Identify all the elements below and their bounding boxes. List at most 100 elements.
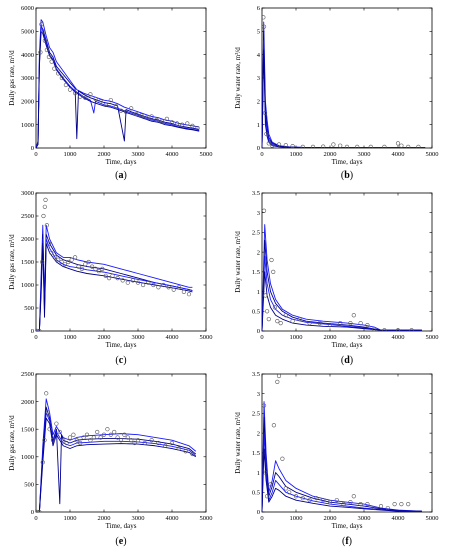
observed-data-point [67, 87, 73, 92]
observed-data-point [44, 47, 49, 53]
observed-data-point [46, 241, 52, 246]
x-tick-label: 2000 [324, 151, 337, 158]
observed-data-point [66, 259, 71, 265]
observed-data-point [378, 503, 384, 509]
observed-data-point [365, 322, 370, 328]
observed-data-point [37, 509, 42, 512]
y-tick-label: 1 [257, 470, 260, 477]
panel-e-gas-rate-chart: 0 1000 2000 3000 4000 5000 0 500 1000 1500 2000 250… [8, 371, 213, 547]
observed-data-point [395, 328, 401, 331]
observed-data-point [44, 223, 49, 228]
observed-data-point [98, 99, 103, 104]
observed-data-point [297, 317, 302, 322]
observed-data-point [262, 208, 267, 213]
observed-data-point [365, 502, 370, 507]
observed-data-point [180, 122, 185, 127]
observed-data-point [163, 443, 168, 448]
y-axis-label: Daily gas rate, m³/d [8, 415, 16, 471]
observed-data-point [95, 429, 100, 435]
observed-data-point [151, 282, 156, 288]
panel-f-water-rate-chart: 0 1000 2000 3000 4000 5000 0 0.5 1 1.5 2 2.5 3 3.5 Tim… [234, 371, 439, 547]
simulation-series-line-4 [262, 448, 422, 512]
observed-data-point [88, 438, 93, 443]
observed-data-point [272, 305, 278, 310]
plot-area-frame [261, 373, 433, 513]
observed-data-point [40, 29, 45, 34]
y-tick-label: 2500 [21, 213, 34, 220]
y-tick-label: 1 [257, 289, 260, 296]
observed-data-point [399, 143, 404, 148]
plot-area-frame [35, 373, 207, 513]
observed-data-point [146, 280, 151, 285]
x-tick-label: 5000 [200, 515, 213, 522]
y-tick-label: 3.5 [252, 190, 260, 197]
observed-data-point [310, 144, 316, 148]
observed-data-point [264, 131, 269, 137]
y-axis-label: Daily gas rate, m³/d [8, 234, 16, 290]
observed-data-point [45, 410, 51, 415]
observed-data-point [52, 66, 57, 71]
y-tick-label: 6 [257, 5, 261, 12]
simulation-series-line-4 [262, 49, 426, 148]
observed-data-point [331, 142, 336, 147]
observed-data-point [283, 143, 288, 148]
observed-data-point [183, 449, 188, 454]
observed-data-point [300, 144, 305, 148]
observed-data-point [263, 470, 268, 475]
y-tick-label: 1500 [21, 426, 34, 433]
observed-data-point [43, 197, 48, 202]
observed-data-point [293, 494, 299, 499]
x-tick-label: 5000 [426, 515, 439, 522]
x-tick-label: 3000 [132, 334, 145, 341]
observed-data-point [81, 435, 86, 440]
observed-data-point [358, 502, 363, 507]
simulation-series-line-2 [262, 416, 422, 512]
observed-data-point [156, 440, 161, 446]
x-tick-label: 5000 [200, 151, 213, 158]
observed-data-point [41, 213, 46, 219]
observed-data-point [139, 113, 144, 118]
x-tick-label: 1000 [64, 334, 77, 341]
observed-data-point [372, 326, 377, 331]
panel-label: (d) [341, 355, 353, 366]
panel-label: (c) [115, 355, 126, 366]
y-tick-label: 0 [31, 509, 34, 516]
observed-data-point [268, 482, 273, 487]
observed-data-point [321, 144, 326, 148]
observed-data-point [101, 432, 107, 437]
x-tick-label: 4000 [166, 151, 179, 158]
observed-data-point [88, 92, 93, 97]
observed-data-point [54, 421, 59, 426]
observed-data-point [72, 91, 78, 96]
observed-data-point [42, 38, 47, 43]
y-tick-label: 3 [257, 75, 260, 82]
observed-data-point [266, 141, 271, 146]
observed-data-point [185, 121, 190, 126]
y-tick-label: 1 [257, 122, 260, 129]
observed-data-point [276, 373, 282, 379]
observed-data-point [263, 293, 268, 298]
x-tick-label: 4000 [392, 334, 405, 341]
observed-data-point [44, 391, 49, 396]
observed-data-point [78, 94, 83, 99]
observed-data-point [106, 276, 112, 281]
x-tick-label: 5000 [426, 334, 439, 341]
x-axis-label: Time, days [106, 341, 137, 349]
observed-data-point [63, 82, 69, 88]
x-tick-label: 0 [34, 515, 37, 522]
observed-data-point [327, 322, 333, 328]
y-tick-label: 1500 [21, 259, 34, 266]
observed-data-point [348, 500, 353, 505]
observed-data-point [406, 502, 411, 507]
observed-data-point [195, 126, 200, 131]
y-axis-label: Daily water rate, m³/d [234, 231, 242, 293]
observed-data-point [348, 321, 353, 326]
y-tick-label: 2500 [21, 371, 34, 378]
observed-data-point [118, 108, 124, 113]
observed-data-point [314, 496, 319, 501]
observed-data-point [79, 266, 84, 272]
observed-data-point [115, 435, 120, 440]
observed-data-point [62, 262, 68, 267]
simulation-series-line-1 [36, 398, 197, 512]
plot-area-frame [35, 192, 207, 332]
